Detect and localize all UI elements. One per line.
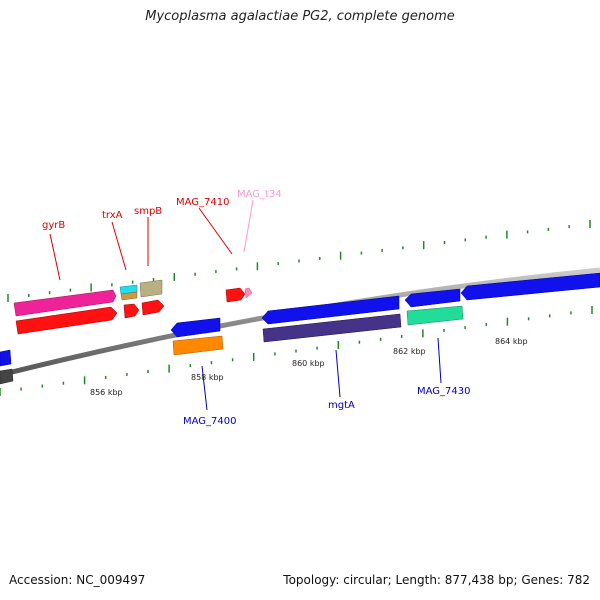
feature-MAG_7400[interactable] — [170, 317, 221, 338]
feature-cds-d[interactable] — [172, 335, 224, 356]
feature-MAG_7410[interactable] — [225, 287, 246, 303]
gene-labels: gyrB trxA smpB MAG_7410 MAG_t34 MAG_7400… — [42, 189, 471, 427]
feature-cds-e[interactable] — [262, 313, 402, 343]
label-MAG_7400[interactable]: MAG_7400 — [183, 416, 237, 427]
label-MAG_7430[interactable]: MAG_7430 — [417, 386, 471, 397]
feature-cds-i[interactable] — [0, 368, 14, 385]
feature-cds-c[interactable] — [141, 299, 165, 316]
leader-mgtA — [335, 349, 341, 398]
feature-gyrB[interactable] — [13, 289, 117, 317]
leader-trxA — [111, 221, 127, 271]
reverse-strand-features — [0, 272, 600, 385]
map-title: Mycoplasma agalactiae PG2, complete geno… — [145, 9, 455, 24]
label-MAG_7410[interactable]: MAG_7410 — [176, 197, 230, 208]
feature-cds-h[interactable] — [0, 349, 12, 367]
accession-label: Accession: NC_009497 — [9, 573, 146, 587]
outer-tick-row — [7, 220, 591, 302]
label-leaders — [49, 199, 442, 411]
feature-MAG_t34[interactable] — [244, 287, 253, 299]
feature-trxA-2[interactable] — [120, 291, 138, 301]
scale-label-860: 860 kbp — [292, 359, 325, 368]
feature-MAG_7430[interactable] — [406, 305, 464, 326]
feature-mgtA[interactable] — [261, 295, 400, 325]
scale-label-864: 864 kbp — [495, 337, 528, 346]
feature-cds-f[interactable] — [404, 288, 461, 308]
forward-strand-features — [13, 279, 253, 335]
leader-gyrB — [49, 233, 61, 281]
label-mgtA[interactable]: mgtA — [328, 400, 355, 411]
scale-labels: 856 kbp 858 kbp 860 kbp 862 kbp 864 kbp — [90, 337, 528, 397]
inner-tick-row — [0, 306, 593, 396]
leader-MAG_7400 — [201, 365, 208, 411]
feature-cds-a[interactable] — [15, 306, 118, 335]
feature-cds-g[interactable] — [460, 272, 600, 301]
feature-smpB[interactable] — [139, 279, 163, 298]
leader-MAG_7410 — [198, 207, 233, 255]
label-smpB[interactable]: smpB — [134, 206, 162, 217]
leader-MAG_7430 — [437, 337, 442, 384]
leader-MAG_t34 — [243, 199, 254, 253]
scale-label-862: 862 kbp — [393, 347, 426, 356]
scale-label-858: 858 kbp — [191, 373, 224, 382]
label-MAG_t34[interactable]: MAG_t34 — [237, 189, 282, 200]
scale-label-856: 856 kbp — [90, 388, 123, 397]
label-trxA[interactable]: trxA — [102, 210, 123, 221]
genome-stats: Topology: circular; Length: 877,438 bp; … — [283, 573, 590, 587]
label-gyrB[interactable]: gyrB — [42, 220, 65, 231]
feature-cds-b[interactable] — [123, 303, 140, 319]
